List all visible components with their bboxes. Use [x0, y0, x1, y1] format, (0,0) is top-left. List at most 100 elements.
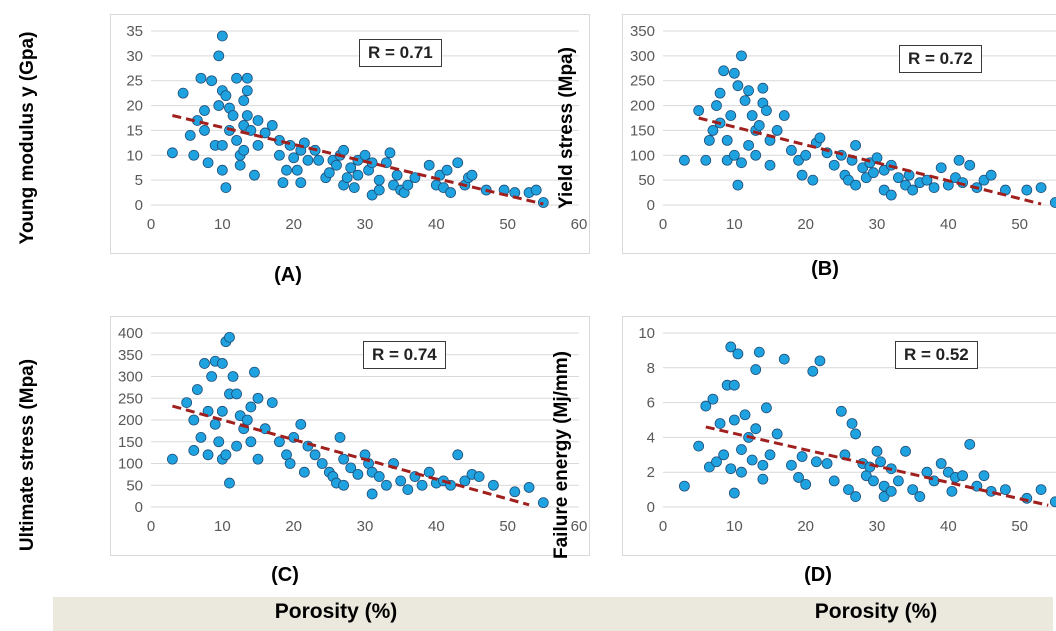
point-b-24 — [753, 120, 765, 131]
y-tick-c-2: 100 — [118, 456, 143, 473]
r-value-c: R = 0.74 — [363, 341, 446, 369]
point-d-65 — [964, 438, 976, 450]
point-b-27 — [761, 105, 772, 116]
y-tick-b-6: 300 — [630, 48, 655, 65]
r-value-a: R = 0.71 — [359, 39, 442, 67]
point-d-19 — [746, 454, 758, 466]
x-tick-a-2: 20 — [285, 216, 302, 233]
point-d-10 — [725, 463, 737, 475]
point-c-67 — [459, 475, 471, 487]
point-d-5 — [711, 456, 722, 468]
point-a-28 — [238, 144, 250, 156]
y-tick-d-2: 4 — [647, 429, 655, 446]
x-tick-d-5: 50 — [1011, 518, 1028, 535]
x-tick-c-2: 20 — [285, 518, 302, 535]
y-axis-label-a: Young modulus y (Gpa) — [17, 31, 38, 245]
y-tick-d-5: 10 — [638, 325, 655, 342]
x-tick-b-4: 40 — [940, 216, 957, 233]
point-c-54 — [366, 488, 378, 500]
point-c-11 — [209, 418, 221, 430]
y-tick-b-2: 100 — [630, 147, 655, 164]
point-b-8 — [718, 65, 730, 77]
point-b-20 — [743, 85, 754, 97]
point-a-56 — [338, 144, 350, 156]
y-tick-c-3: 150 — [118, 434, 143, 451]
point-d-9 — [725, 341, 737, 353]
point-b-10 — [721, 134, 733, 146]
point-c-22 — [231, 388, 242, 400]
point-b-61 — [921, 174, 933, 186]
point-a-15 — [216, 139, 228, 151]
point-d-16 — [736, 466, 747, 478]
point-c-61 — [416, 479, 428, 491]
x-tick-a-4: 40 — [428, 216, 445, 233]
point-c-58 — [395, 475, 407, 487]
point-a-22 — [231, 72, 242, 84]
y-tick-d-3: 6 — [647, 395, 655, 412]
point-a-30 — [241, 85, 253, 97]
x-tick-b-0: 0 — [659, 216, 667, 233]
point-a-34 — [252, 139, 264, 151]
point-d-33 — [807, 365, 819, 377]
point-d-23 — [757, 459, 769, 471]
point-d-7 — [718, 449, 730, 461]
y-tick-c-1: 50 — [126, 477, 143, 494]
point-a-0 — [167, 147, 178, 159]
x-tick-a-1: 10 — [214, 216, 231, 233]
x-tick-b-5: 50 — [1011, 216, 1028, 233]
trendline-a — [172, 114, 544, 206]
point-c-47 — [338, 453, 350, 465]
point-a-83 — [452, 157, 464, 169]
point-a-75 — [402, 179, 414, 191]
point-c-20 — [224, 477, 235, 489]
point-b-75 — [1049, 197, 1056, 208]
chart-d-plot: 02468100102030405060 — [638, 325, 1056, 535]
chart-b-plot: 0501001502002503003500102030405060 — [630, 23, 1056, 233]
point-a-52 — [323, 167, 335, 179]
point-d-34 — [810, 456, 822, 468]
point-c-23 — [231, 440, 242, 452]
x-tick-a-5: 50 — [499, 216, 516, 233]
point-a-68 — [373, 184, 385, 196]
point-d-71 — [1035, 484, 1047, 496]
point-a-48 — [302, 154, 314, 166]
point-a-13 — [216, 30, 228, 42]
point-a-91 — [530, 184, 542, 196]
point-b-3 — [703, 134, 715, 146]
point-a-11 — [213, 50, 225, 62]
point-d-36 — [821, 458, 833, 469]
point-c-34 — [273, 436, 285, 448]
point-a-62 — [352, 169, 364, 181]
point-c-33 — [266, 397, 278, 408]
x-tick-d-2: 20 — [797, 518, 814, 535]
point-c-72 — [523, 482, 535, 493]
point-a-2 — [184, 130, 196, 141]
point-d-21 — [750, 423, 762, 435]
point-c-28 — [245, 436, 257, 448]
point-d-38 — [835, 405, 847, 417]
panel-label-b: (B) — [811, 258, 839, 280]
x-tick-a-6: 60 — [571, 216, 588, 233]
point-a-60 — [348, 182, 360, 194]
x-tick-c-4: 40 — [428, 518, 445, 535]
point-a-17 — [220, 90, 232, 102]
point-b-36 — [807, 174, 819, 186]
point-b-50 — [868, 167, 879, 179]
point-c-26 — [241, 414, 253, 426]
point-a-58 — [341, 172, 353, 184]
point-d-69 — [999, 484, 1011, 496]
point-b-59 — [907, 184, 919, 196]
y-tick-d-1: 2 — [647, 464, 655, 481]
point-d-47 — [868, 475, 879, 487]
y-tick-c-7: 350 — [118, 347, 143, 364]
point-b-45 — [850, 139, 862, 151]
point-c-59 — [402, 484, 414, 496]
x-tick-b-3: 30 — [869, 216, 886, 233]
point-a-23 — [231, 134, 242, 146]
trendline-d — [705, 425, 1049, 507]
y-axis-label-c: Ultimate stress (Mpa) — [17, 358, 38, 552]
point-d-20 — [750, 364, 762, 375]
point-a-36 — [259, 127, 271, 139]
point-a-67 — [373, 174, 385, 186]
point-d-68 — [985, 485, 997, 497]
